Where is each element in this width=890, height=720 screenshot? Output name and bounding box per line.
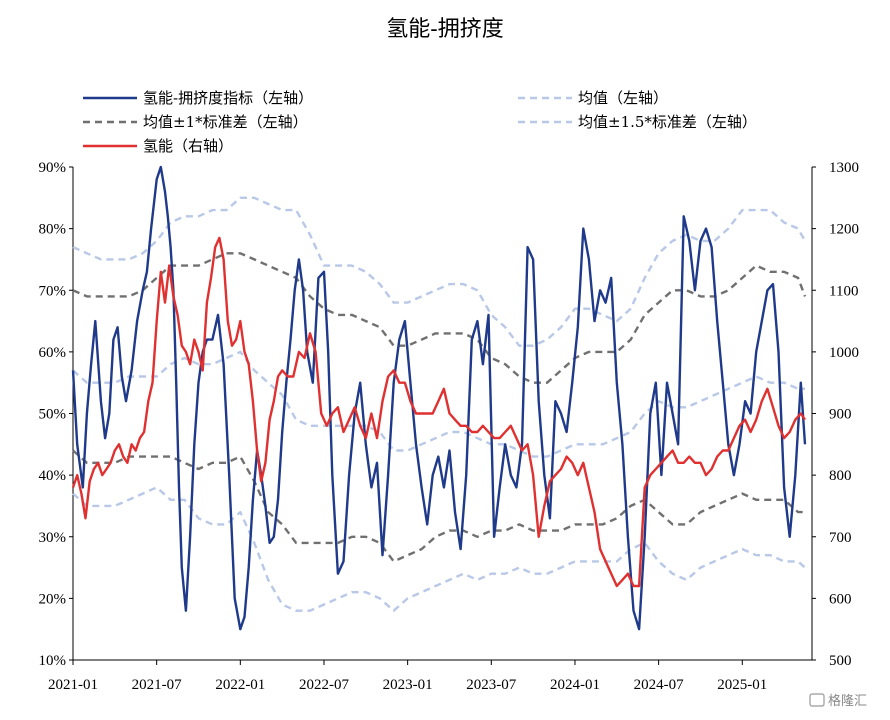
right-tick-label: 500 bbox=[829, 653, 852, 669]
series-line-std1 bbox=[72, 449, 805, 563]
x-tick-label: 2021-07 bbox=[132, 677, 182, 693]
legend-label-mean: 均值（左轴） bbox=[578, 89, 668, 107]
x-tick-label: 2023-01 bbox=[383, 677, 433, 693]
legend-label-std15: 均值±1.5*标准差（左轴） bbox=[578, 113, 757, 131]
series-line-std1 bbox=[72, 252, 807, 384]
legend: 氢能-拥挤度指标（左轴） 均值（左轴） 均值±1*标准差（左轴） 均值±1.5*标准差… bbox=[83, 89, 757, 155]
right-tick-label: 700 bbox=[829, 530, 852, 546]
x-tick-label: 2025-01 bbox=[717, 677, 767, 693]
right-tick-label: 800 bbox=[829, 468, 852, 484]
watermark-logo-icon bbox=[809, 693, 825, 707]
right-tick-label: 1000 bbox=[829, 345, 859, 361]
x-tick-label: 2024-07 bbox=[634, 677, 684, 693]
x-tick-label: 2023-07 bbox=[466, 677, 516, 693]
right-tick-label: 1200 bbox=[829, 222, 859, 238]
right-tick-label: 1300 bbox=[829, 160, 859, 176]
left-tick-label: 30% bbox=[39, 530, 67, 546]
x-tick-label: 2022-01 bbox=[215, 677, 265, 693]
left-tick-label: 20% bbox=[39, 591, 67, 607]
right-tick-label: 600 bbox=[829, 591, 852, 607]
left-tick-label: 40% bbox=[39, 468, 67, 484]
series-line-price bbox=[71, 236, 806, 588]
left-tick-label: 10% bbox=[39, 653, 67, 669]
left-tick-label: 50% bbox=[39, 407, 67, 423]
right-tick-label: 1100 bbox=[829, 283, 858, 299]
left-tick-label: 60% bbox=[39, 345, 67, 361]
right-tick-label: 900 bbox=[829, 407, 852, 423]
series-line-std15 bbox=[72, 196, 807, 347]
series-line-std15 bbox=[72, 486, 806, 612]
left-tick-label: 90% bbox=[39, 160, 67, 176]
x-tick-label: 2021-01 bbox=[48, 677, 98, 693]
axes: 10% 20% 30% 40% 50% 60% 70% 80% 90% 500 600 700 800 9… bbox=[39, 160, 860, 693]
plot-area bbox=[71, 165, 807, 631]
legend-label-std1: 均值±1*标准差（左轴） bbox=[143, 113, 308, 131]
legend-label-crowding: 氢能-拥挤度指标（左轴） bbox=[143, 89, 313, 107]
left-tick-label: 70% bbox=[39, 283, 67, 299]
x-tick-label: 2024-01 bbox=[550, 677, 600, 693]
watermark-text: 格隆汇 bbox=[828, 693, 867, 709]
chart-title: 氢能-拥挤度 bbox=[386, 17, 503, 42]
legend-label-price: 氢能（右轴） bbox=[143, 137, 233, 155]
series-line-mean bbox=[72, 350, 805, 458]
watermark: 格隆汇 bbox=[809, 693, 867, 709]
x-tick-label: 2022-07 bbox=[299, 677, 349, 693]
series-line-crowding bbox=[71, 165, 807, 631]
left-tick-label: 80% bbox=[39, 222, 67, 238]
